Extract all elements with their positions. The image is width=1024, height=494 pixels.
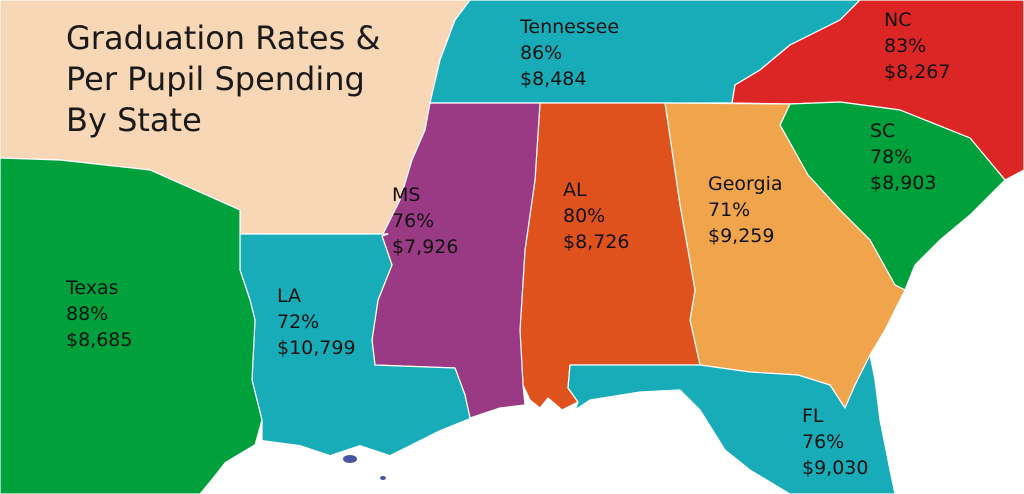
graduation-rate: 72% [277, 311, 320, 333]
graduation-rate: 80% [563, 205, 606, 227]
graduation-rate: 78% [870, 146, 913, 168]
per-pupil-spending: $8,726 [563, 231, 630, 253]
state-name: Tennessee [520, 16, 620, 38]
graduation-rate: 76% [392, 210, 435, 232]
label-alabama: AL 80% $8,726 [563, 177, 629, 255]
island-dot [380, 476, 386, 480]
title-line-2: Per Pupil Spending [66, 60, 365, 98]
graduation-rate: 76% [802, 431, 845, 453]
label-north-carolina: NC 83% $8,267 [884, 7, 950, 85]
label-florida: FL 76% $9,030 [802, 403, 868, 481]
per-pupil-spending: $8,267 [884, 61, 951, 83]
state-name: LA [277, 285, 302, 307]
graduation-rate: 71% [708, 199, 751, 221]
per-pupil-spending: $9,259 [708, 225, 775, 247]
per-pupil-spending: $8,685 [66, 329, 133, 351]
per-pupil-spending: $10,799 [277, 337, 356, 359]
label-south-carolina: SC 78% $8,903 [870, 118, 936, 196]
region-florida[interactable] [567, 354, 896, 494]
map-title: Graduation Rates & Per Pupil Spending By… [66, 18, 380, 141]
graduation-rate: 83% [884, 35, 927, 57]
title-line-1: Graduation Rates & [66, 19, 381, 57]
label-georgia: Georgia 71% $9,259 [708, 171, 783, 249]
state-name: Texas [66, 277, 119, 299]
state-name: Georgia [708, 173, 783, 195]
state-name: SC [870, 120, 896, 142]
graduation-rate: 88% [66, 303, 109, 325]
state-name: MS [392, 184, 421, 206]
per-pupil-spending: $7,926 [392, 236, 459, 258]
label-texas: Texas 88% $8,685 [66, 275, 132, 353]
title-line-3: By State [66, 101, 202, 139]
label-louisiana: LA 72% $10,799 [277, 283, 356, 361]
label-tennessee: Tennessee 86% $8,484 [520, 14, 619, 92]
per-pupil-spending: $8,903 [870, 172, 937, 194]
per-pupil-spending: $8,484 [520, 68, 587, 90]
graduation-rate: 86% [520, 42, 563, 64]
island-dot [343, 455, 357, 463]
gulf-of-mexico-water [200, 395, 790, 494]
per-pupil-spending: $9,030 [802, 457, 869, 479]
state-name: AL [563, 179, 587, 201]
label-mississippi: MS 76% $7,926 [392, 182, 458, 260]
state-name: NC [884, 9, 912, 31]
atlantic-water [870, 170, 1024, 494]
state-name: FL [802, 405, 824, 427]
